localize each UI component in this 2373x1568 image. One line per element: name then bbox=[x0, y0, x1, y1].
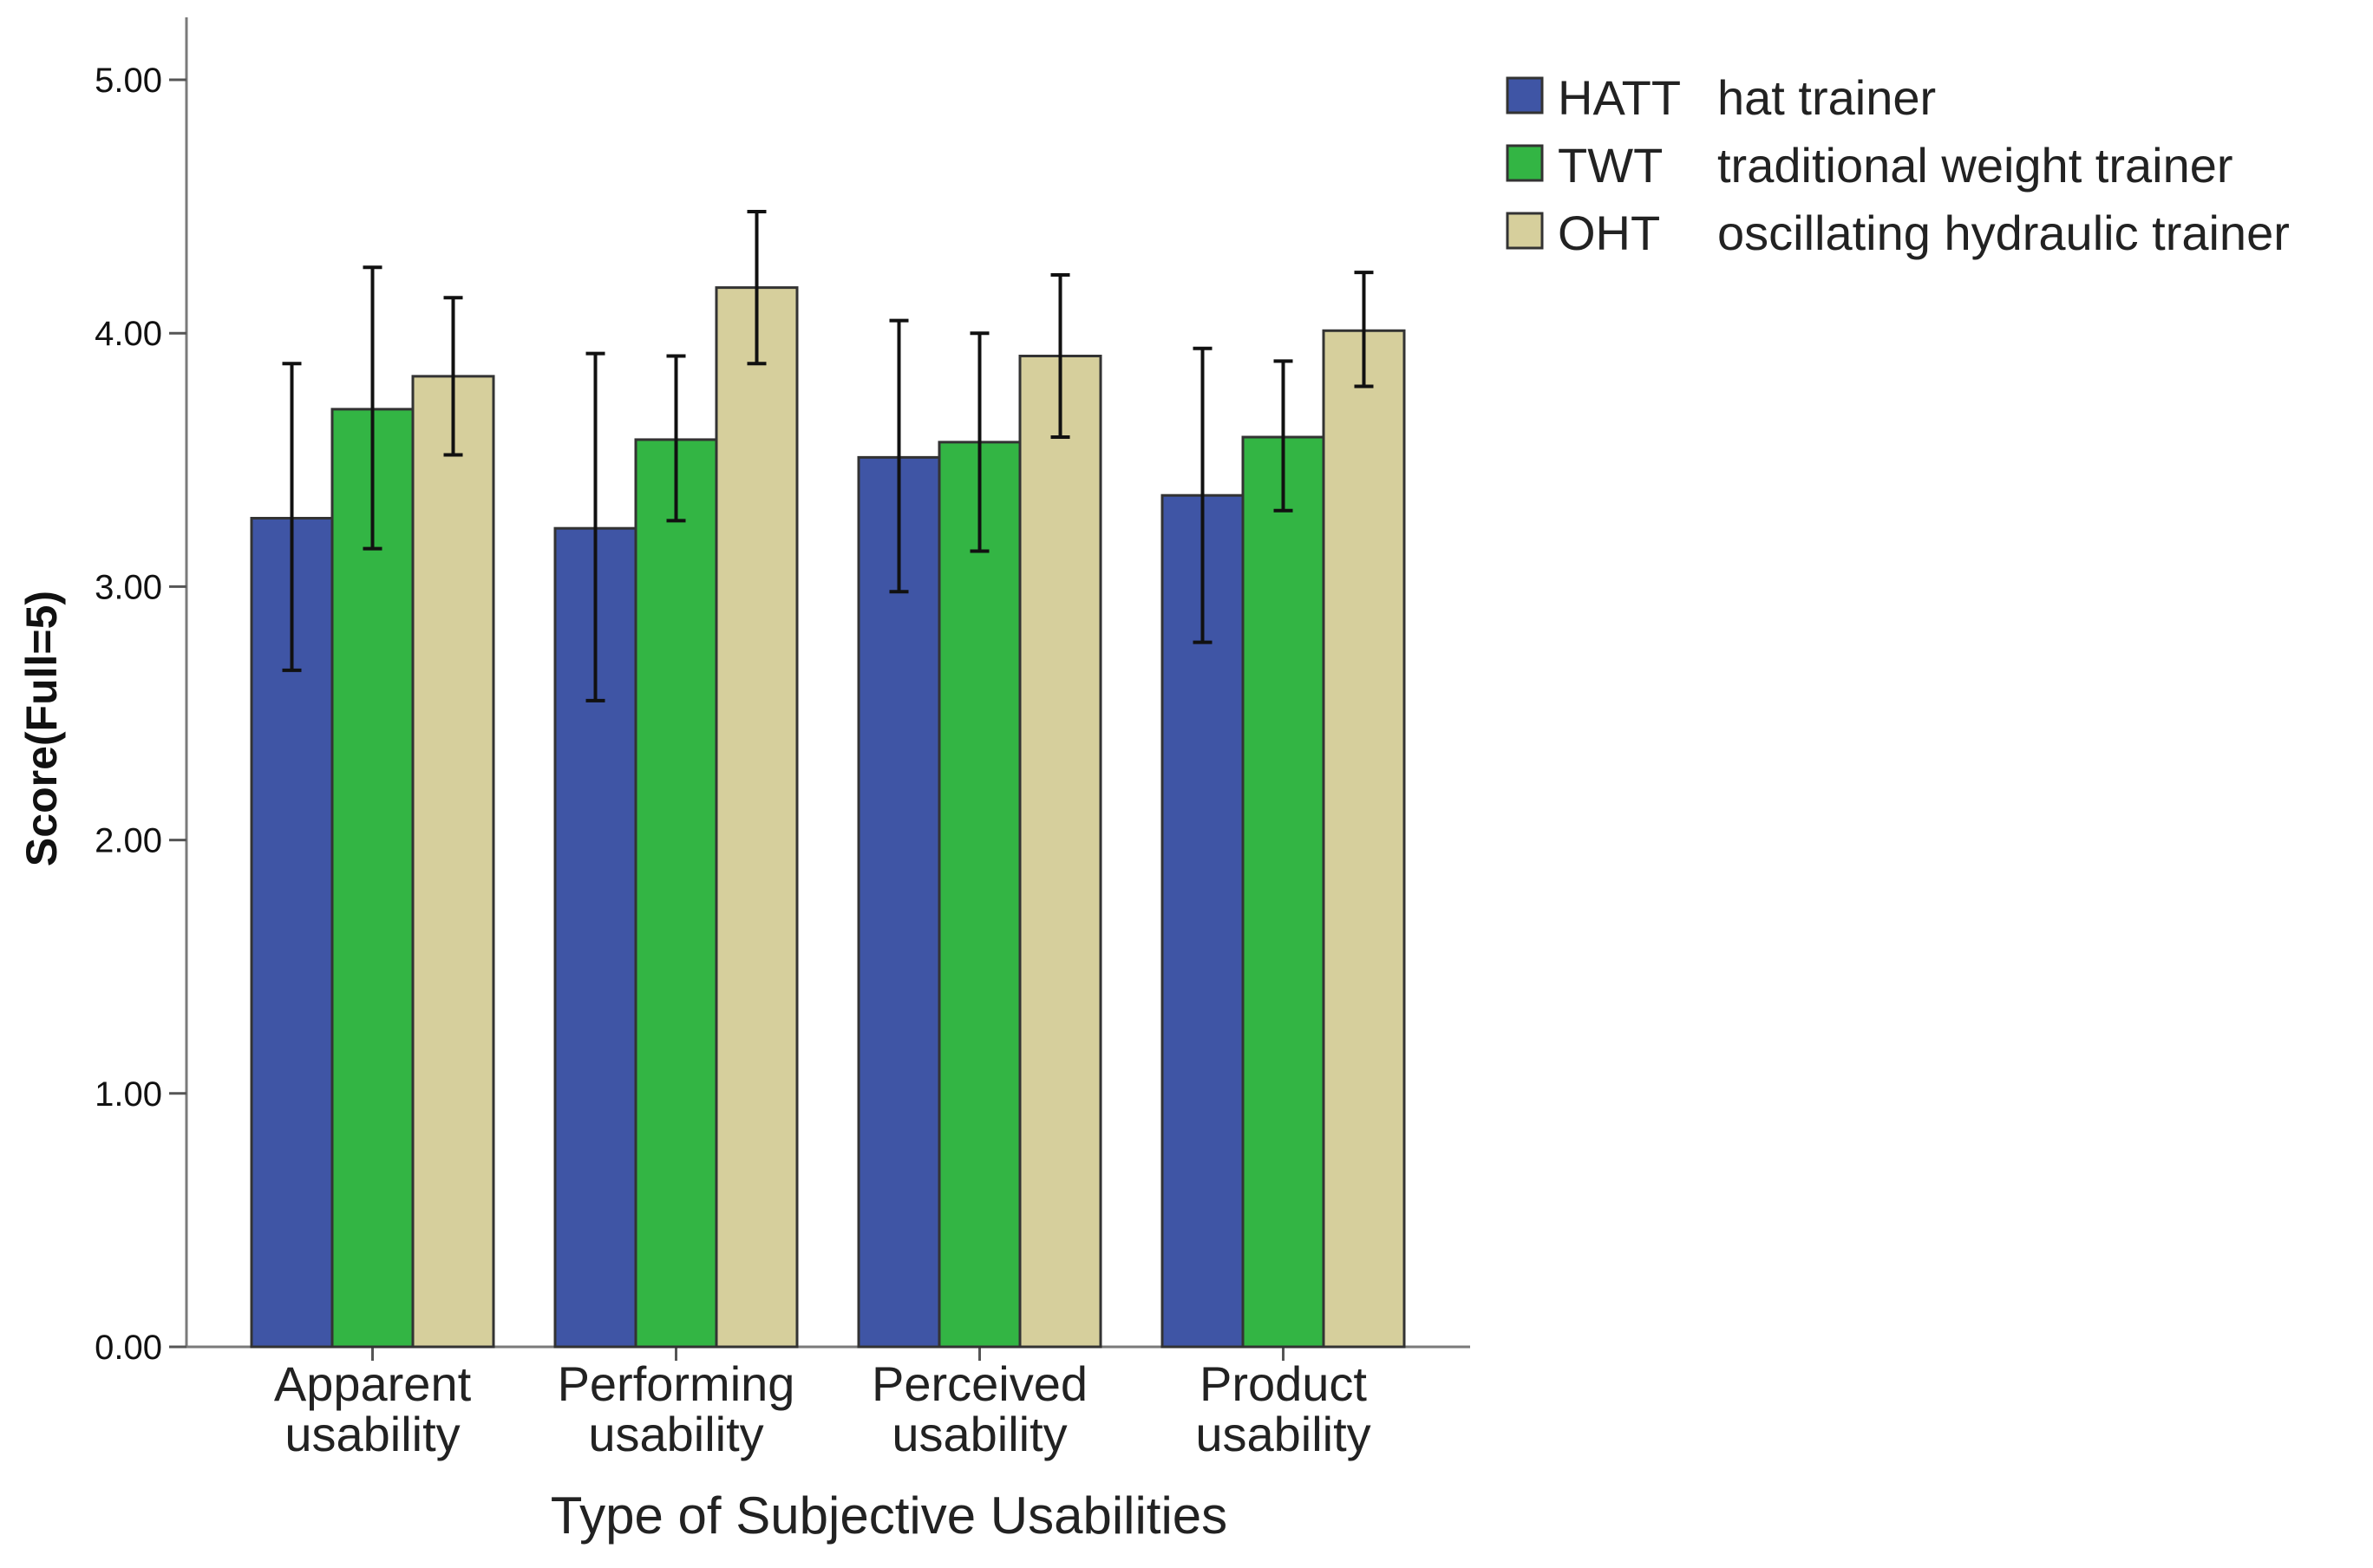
legend-code-twt: TWT bbox=[1558, 138, 1663, 193]
legend-code-oht: OHT bbox=[1558, 206, 1660, 260]
y-axis-label: Score(Full=5) bbox=[17, 591, 66, 866]
bar-twt bbox=[1241, 435, 1325, 1349]
x-tick-label: Performing usability bbox=[558, 1356, 795, 1461]
bar-oht bbox=[715, 286, 799, 1349]
chart-legend: HATT hat trainer TWT traditional weight tra… bbox=[1506, 70, 2290, 260]
x-axis-label: Type of Subjective Usabilities bbox=[551, 1486, 1227, 1545]
legend-desc-hatt: hat trainer bbox=[1717, 70, 1936, 125]
x-tick-label: Product usability bbox=[1195, 1356, 1370, 1461]
bar-oht bbox=[1322, 329, 1406, 1349]
chart-error-bars bbox=[282, 209, 1374, 702]
y-tick-label: 0.00 bbox=[95, 1329, 162, 1367]
legend-swatch-hatt bbox=[1506, 76, 1544, 114]
legend-swatch-oht bbox=[1506, 212, 1544, 250]
bar-oht bbox=[411, 375, 495, 1349]
legend-swatch-twt bbox=[1506, 144, 1544, 182]
chart-bars bbox=[250, 286, 1406, 1349]
chart-axes: 0.00 1.00 2.00 3.00 4.00 5.00 bbox=[95, 17, 1470, 1367]
bar-twt bbox=[634, 438, 718, 1349]
x-tick-label: Apparent usability bbox=[274, 1356, 472, 1461]
legend-code-hatt: HATT bbox=[1558, 70, 1681, 125]
bar-twt bbox=[938, 441, 1022, 1349]
y-tick-label: 5.00 bbox=[95, 62, 162, 100]
y-tick-label: 3.00 bbox=[95, 568, 162, 606]
y-tick-label: 4.00 bbox=[95, 315, 162, 353]
y-tick-label: 1.00 bbox=[95, 1075, 162, 1114]
legend-desc-oht: oscillating hydraulic trainer bbox=[1717, 206, 2290, 260]
legend-desc-twt: traditional weight trainer bbox=[1717, 138, 2233, 193]
chart-category-labels: Apparent usability Performing usability Perc… bbox=[274, 1356, 1371, 1461]
y-tick-label: 2.00 bbox=[95, 822, 162, 860]
bar-oht bbox=[1018, 354, 1102, 1349]
x-tick-label: Perceived usability bbox=[872, 1356, 1088, 1461]
